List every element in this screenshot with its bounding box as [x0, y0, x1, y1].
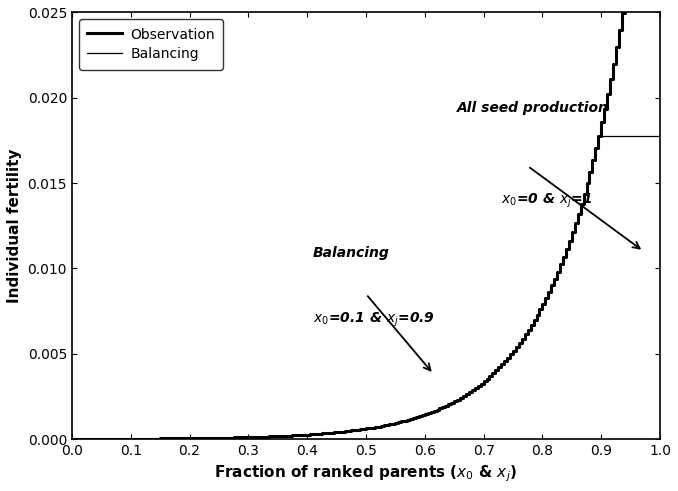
Balancing: [492, 368, 500, 374]
Line: Observation: Observation: [72, 0, 660, 439]
Observation: [439, 406, 447, 411]
Balancing: [138, 436, 146, 441]
Balancing: [300, 432, 308, 437]
Balancing: [494, 364, 502, 370]
Text: $x_0$=0 & $x_j$=1: $x_0$=0 & $x_j$=1: [501, 191, 593, 210]
Observation: [300, 432, 308, 437]
Balancing: [656, 133, 664, 138]
Balancing: [594, 133, 602, 138]
Line: Balancing: Balancing: [72, 136, 660, 439]
Observation: [138, 436, 146, 441]
Text: $x_0$=0.1 & $x_j$=0.9: $x_0$=0.1 & $x_j$=0.9: [313, 311, 435, 329]
Observation: [68, 436, 76, 442]
Text: All seed production: All seed production: [457, 101, 609, 115]
Balancing: [68, 436, 76, 442]
Legend: Observation, Balancing: Observation, Balancing: [79, 19, 223, 70]
X-axis label: Fraction of ranked parents ($x_0$ & $x_j$): Fraction of ranked parents ($x_0$ & $x_j…: [214, 464, 517, 484]
Y-axis label: Individual fertility: Individual fertility: [7, 148, 22, 303]
Observation: [494, 364, 502, 370]
Balancing: [259, 434, 267, 439]
Balancing: [439, 406, 447, 411]
Observation: [492, 368, 500, 374]
Observation: [259, 434, 267, 439]
Text: Balancing: Balancing: [313, 246, 390, 260]
